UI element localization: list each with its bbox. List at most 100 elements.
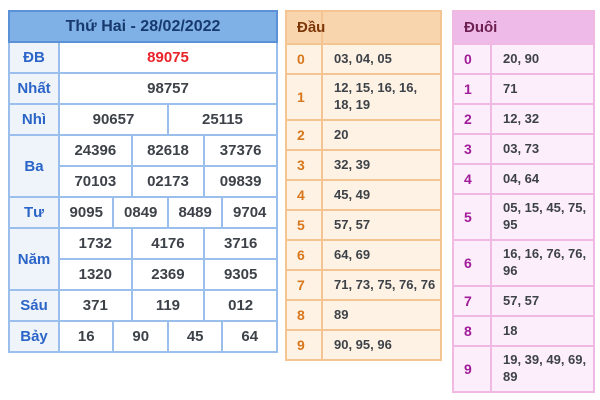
results-header-row: Thứ Hai - 28/02/2022 bbox=[8, 10, 278, 43]
prize-value: 98757 bbox=[58, 72, 278, 105]
prize-label-db: ĐB bbox=[8, 41, 60, 74]
digit-cell: 0 bbox=[285, 43, 323, 75]
dau-row-1: 1 12, 15, 16, 16, 18, 19 bbox=[285, 73, 442, 121]
prize-label: Tư bbox=[8, 196, 60, 229]
dau-row-9: 9 90, 95, 96 bbox=[285, 329, 442, 361]
digit-cell: 1 bbox=[285, 73, 323, 121]
values-cell: 03, 73 bbox=[490, 133, 595, 165]
values-cell: 57, 57 bbox=[321, 209, 442, 241]
prize-row-nam-1: Năm 1732 4176 3716 bbox=[8, 227, 278, 291]
special-prize-value: 89075 bbox=[58, 41, 278, 74]
values-cell: 89 bbox=[321, 299, 442, 331]
prize-value: 45 bbox=[166, 320, 224, 353]
dau-row-6: 6 64, 69 bbox=[285, 239, 442, 271]
digit-cell: 4 bbox=[285, 179, 323, 211]
digit-cell: 5 bbox=[452, 193, 492, 241]
values-cell: 16, 16, 76, 76, 96 bbox=[490, 239, 595, 287]
values-cell: 90, 95, 96 bbox=[321, 329, 442, 361]
duoi-header-spacer bbox=[490, 10, 595, 45]
prize-value: 9095 bbox=[57, 196, 115, 229]
duoi-row-6: 6 16, 16, 76, 76, 96 bbox=[452, 239, 595, 287]
digit-cell: 3 bbox=[452, 133, 492, 165]
dau-row-4: 4 45, 49 bbox=[285, 179, 442, 211]
dau-row-3: 3 32, 39 bbox=[285, 149, 442, 181]
digit-cell: 6 bbox=[452, 239, 492, 287]
duoi-row-1: 1 71 bbox=[452, 73, 595, 105]
digit-cell: 8 bbox=[452, 315, 492, 347]
prize-row-tu: Tư 9095 0849 8489 9704 bbox=[8, 196, 278, 229]
digit-cell: 8 bbox=[285, 299, 323, 331]
prize-value: 70103 bbox=[58, 165, 133, 198]
prize-value: 3716 bbox=[203, 227, 278, 260]
prize-value: 371 bbox=[58, 289, 133, 322]
values-cell: 45, 49 bbox=[321, 179, 442, 211]
duoi-row-3: 3 03, 73 bbox=[452, 133, 595, 165]
dau-row-0: 0 03, 04, 05 bbox=[285, 43, 442, 75]
dau-table: Đầu 0 03, 04, 05 1 12, 15, 16, 16, 18, 1… bbox=[285, 10, 442, 361]
dau-row-2: 2 20 bbox=[285, 119, 442, 151]
prize-row-ba-2: 70103 02173 09839 bbox=[9, 165, 278, 198]
dau-header-row: Đầu bbox=[285, 10, 442, 45]
dau-row-5: 5 57, 57 bbox=[285, 209, 442, 241]
digit-cell: 9 bbox=[285, 329, 323, 361]
prize-label: Sáu bbox=[8, 289, 60, 322]
prize-value: 119 bbox=[130, 289, 206, 322]
prize-value: 2369 bbox=[130, 258, 206, 291]
duoi-row-5: 5 05, 15, 45, 75, 95 bbox=[452, 193, 595, 241]
prize-label: Nhất bbox=[8, 72, 60, 105]
duoi-row-2: 2 12, 32 bbox=[452, 103, 595, 135]
prize-value: 8489 bbox=[166, 196, 224, 229]
dau-header-spacer bbox=[321, 10, 442, 45]
digit-cell: 7 bbox=[285, 269, 323, 301]
prize-row-ba-1: Ba 24396 82618 37376 bbox=[8, 134, 278, 198]
date-header: Thứ Hai - 28/02/2022 bbox=[8, 10, 278, 43]
prize-value: 82618 bbox=[130, 134, 206, 167]
prize-row-sau: Sáu 371 119 012 bbox=[8, 289, 278, 322]
digit-cell: 0 bbox=[452, 43, 492, 75]
values-cell: 71, 73, 75, 76, 76 bbox=[321, 269, 442, 301]
values-cell: 57, 57 bbox=[490, 285, 595, 317]
prize-value: 25115 bbox=[166, 103, 279, 136]
values-cell: 19, 39, 49, 69, 89 bbox=[490, 345, 595, 393]
prize-row-nhat: Nhất 98757 bbox=[8, 72, 278, 105]
prize-label: Bảy bbox=[8, 320, 60, 353]
digit-cell: 3 bbox=[285, 149, 323, 181]
prize-value: 90657 bbox=[58, 103, 169, 136]
duoi-row-8: 8 18 bbox=[452, 315, 595, 347]
prize-row-nam-2: 1320 2369 9305 bbox=[9, 258, 278, 291]
results-table: Thứ Hai - 28/02/2022 ĐB 89075 Nhất 98757… bbox=[8, 10, 279, 353]
digit-cell: 2 bbox=[452, 103, 492, 135]
prize-label: Ba bbox=[8, 134, 60, 198]
prize-value: 0849 bbox=[112, 196, 169, 229]
digit-cell: 2 bbox=[285, 119, 323, 151]
duoi-row-9: 9 19, 39, 49, 69, 89 bbox=[452, 345, 595, 393]
digit-cell: 7 bbox=[452, 285, 492, 317]
values-cell: 05, 15, 45, 75, 95 bbox=[490, 193, 595, 241]
digit-cell: 1 bbox=[452, 73, 492, 105]
prize-value: 02173 bbox=[130, 165, 206, 198]
prize-value: 4176 bbox=[130, 227, 206, 260]
values-cell: 12, 32 bbox=[490, 103, 595, 135]
prize-value: 16 bbox=[57, 320, 115, 353]
prize-value: 1320 bbox=[58, 258, 133, 291]
prize-value: 64 bbox=[221, 320, 278, 353]
digit-cell: 6 bbox=[285, 239, 323, 271]
values-cell: 03, 04, 05 bbox=[321, 43, 442, 75]
values-cell: 12, 15, 16, 16, 18, 19 bbox=[321, 73, 442, 121]
prize-value: 09839 bbox=[203, 165, 278, 198]
prize-value: 37376 bbox=[203, 134, 278, 167]
values-cell: 20 bbox=[321, 119, 442, 151]
dau-row-8: 8 89 bbox=[285, 299, 442, 331]
duoi-row-0: 0 20, 90 bbox=[452, 43, 595, 75]
prize-value: 24396 bbox=[58, 134, 133, 167]
dau-title: Đầu bbox=[285, 10, 325, 45]
prize-row-nhi: Nhì 90657 25115 bbox=[8, 103, 279, 136]
values-cell: 32, 39 bbox=[321, 149, 442, 181]
prize-value: 012 bbox=[203, 289, 278, 322]
values-cell: 04, 64 bbox=[490, 163, 595, 195]
duoi-title: Đuôi bbox=[452, 10, 497, 45]
values-cell: 20, 90 bbox=[490, 43, 595, 75]
prize-label: Năm bbox=[8, 227, 60, 291]
digit-cell: 4 bbox=[452, 163, 492, 195]
